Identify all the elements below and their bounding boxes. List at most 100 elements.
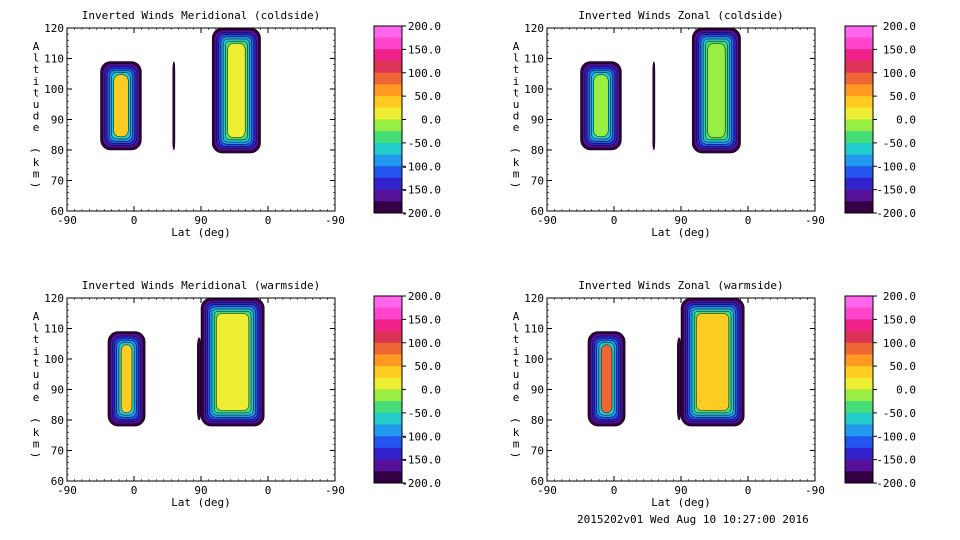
colorbar-swatch: [374, 389, 402, 402]
contour-core: [696, 313, 730, 411]
colorbar-swatch: [374, 201, 402, 214]
colorbar-swatch: [374, 142, 402, 155]
x-tick-label: 0: [265, 214, 272, 227]
colorbar-label: -50.0: [883, 407, 916, 420]
y-axis-label-char: A: [513, 310, 520, 323]
colorbar-swatch: [374, 119, 402, 132]
contour-core: [120, 344, 133, 414]
chart-title: Inverted Winds Zonal (coldside): [578, 9, 783, 22]
data-region: [580, 61, 622, 151]
colorbar-label: 200.0: [408, 290, 441, 303]
data-region: [677, 337, 682, 421]
y-axis-label-char: m: [513, 437, 520, 450]
colorbar-swatch: [845, 201, 873, 214]
chart-panel-3: Inverted Winds Meridional (warmside) 60 70…: [29, 279, 441, 509]
y-tick-label: 100: [44, 353, 64, 366]
y-axis-label-char: i: [513, 345, 520, 358]
y-tick-label: 80: [531, 144, 544, 157]
colorbar-swatch: [845, 177, 873, 190]
y-axis-label-char: l: [513, 322, 520, 335]
colorbar: 200.0 150.0 100.0 50.0 0.0 -50.0 -100.0 -150.0 -…: [373, 20, 441, 220]
colorbar-swatch: [845, 459, 873, 472]
y-tick-label: 110: [44, 323, 64, 336]
colorbar-label: -50.0: [883, 137, 916, 150]
y-tick-label: 60: [51, 475, 64, 488]
colorbar-swatch: [845, 366, 873, 379]
x-tick-label: -90: [57, 214, 77, 227]
y-axis-label-char: m: [33, 437, 40, 450]
x-tick-label: 0: [265, 484, 272, 497]
contour-core: [113, 74, 129, 138]
colorbar-swatch: [845, 189, 873, 202]
y-tick-label: 90: [51, 114, 64, 127]
y-tick-label: 90: [51, 384, 64, 397]
colorbar-swatch: [374, 296, 402, 308]
data-region: [211, 27, 261, 154]
colorbar-swatch: [845, 319, 873, 332]
colorbar-swatch: [845, 154, 873, 167]
contour-core: [600, 344, 613, 414]
y-axis-label-char: e: [513, 121, 520, 134]
colorbar-label: -200.0: [876, 207, 916, 220]
y-tick-label: 80: [531, 414, 544, 427]
contour-ring: [652, 61, 656, 151]
colorbar-swatch: [374, 61, 402, 74]
colorbar-label: 50.0: [890, 90, 917, 103]
data-region: [197, 337, 202, 421]
contour-ring: [197, 337, 202, 421]
colorbar-label: 50.0: [415, 360, 442, 373]
colorbar-swatch: [845, 107, 873, 120]
y-axis-label-char: A: [33, 310, 40, 323]
colorbar-swatch: [374, 49, 402, 62]
y-axis-label-char: t: [513, 333, 520, 346]
y-axis-label-char: i: [33, 345, 40, 358]
colorbar-swatch: [374, 154, 402, 167]
y-axis-label-char: (: [29, 417, 42, 424]
colorbar-swatch: [845, 119, 873, 132]
y-axis-label-char: i: [33, 75, 40, 88]
x-tick-label: 0: [745, 484, 752, 497]
contour-core: [707, 43, 726, 138]
colorbar-label: 200.0: [408, 20, 441, 33]
colorbar-swatch: [845, 166, 873, 179]
colorbar: 200.0 150.0 100.0 50.0 0.0 -50.0 -100.0 -150.0 -…: [844, 20, 917, 220]
colorbar-swatch: [845, 354, 873, 367]
y-axis-label-char: d: [513, 110, 520, 123]
y-tick-label: 120: [524, 22, 544, 35]
y-axis-label-char: l: [513, 52, 520, 65]
y-axis-label-char: ): [29, 182, 42, 189]
colorbar-label: -50.0: [408, 407, 441, 420]
x-tick-label: -90: [537, 484, 557, 497]
colorbar-swatch: [845, 131, 873, 144]
contour-ring: [677, 337, 682, 421]
x-tick-label: -90: [325, 214, 345, 227]
y-axis-label-char: i: [513, 75, 520, 88]
x-tick-label: 0: [131, 484, 138, 497]
y-axis-label-char: u: [513, 368, 520, 381]
colorbar-swatch: [374, 96, 402, 109]
y-axis-label-char: e: [513, 391, 520, 404]
data-region: [680, 297, 745, 427]
y-tick-label: 100: [524, 83, 544, 96]
x-tick-label: 0: [611, 484, 618, 497]
contour-core: [593, 74, 609, 138]
y-axis-label-char: e: [33, 391, 40, 404]
data-region: [652, 61, 656, 151]
colorbar-label: -150.0: [876, 454, 916, 467]
y-tick-label: 60: [531, 205, 544, 218]
y-axis-label-char: k: [513, 156, 520, 169]
y-tick-label: 120: [44, 292, 64, 305]
colorbar-swatch: [374, 354, 402, 367]
data-region: [172, 61, 176, 151]
x-tick-label: 0: [611, 214, 618, 227]
y-axis-label-char: d: [33, 110, 40, 123]
colorbar-swatch: [374, 189, 402, 202]
colorbar-label: -200.0: [876, 477, 916, 490]
colorbar-label: 0.0: [896, 384, 916, 397]
colorbar-swatch: [374, 72, 402, 85]
data-region: [100, 61, 142, 151]
colorbar-swatch: [845, 436, 873, 449]
y-axis-label-char: u: [33, 368, 40, 381]
contour-core: [227, 43, 246, 138]
